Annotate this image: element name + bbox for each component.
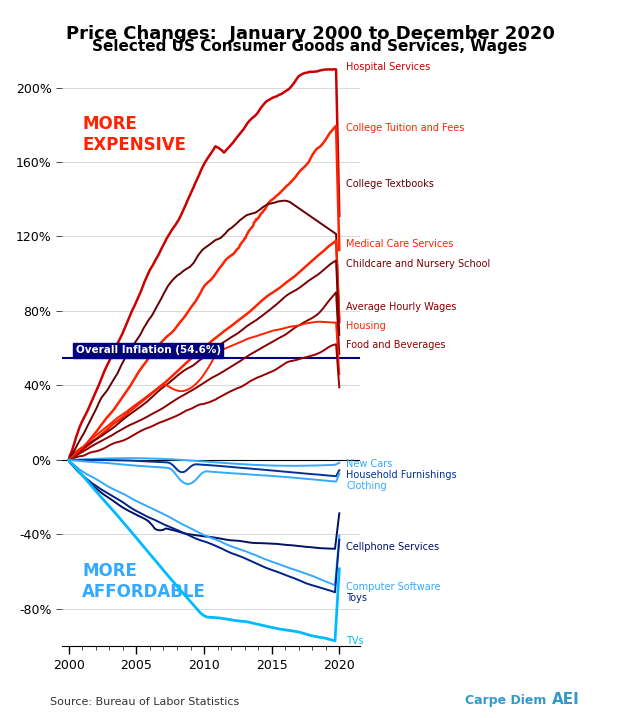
Text: Carpe Diem: Carpe Diem: [465, 694, 546, 707]
Text: Price Changes:  January 2000 to December 2020: Price Changes: January 2000 to December …: [66, 25, 554, 43]
Text: Clothing: Clothing: [346, 481, 387, 491]
Text: AEI: AEI: [552, 692, 580, 707]
Text: Childcare and Nursery School: Childcare and Nursery School: [346, 259, 490, 269]
Text: College Tuition and Fees: College Tuition and Fees: [346, 123, 464, 134]
Text: Medical Care Services: Medical Care Services: [346, 239, 453, 249]
Text: Overall Inflation (54.6%): Overall Inflation (54.6%): [76, 345, 221, 355]
Text: MORE
AFFORDABLE: MORE AFFORDABLE: [82, 562, 206, 601]
Text: Source: Bureau of Labor Statistics: Source: Bureau of Labor Statistics: [50, 697, 239, 707]
Text: Computer Software: Computer Software: [346, 582, 441, 592]
Text: TVs: TVs: [346, 635, 364, 645]
Text: MORE
EXPENSIVE: MORE EXPENSIVE: [82, 116, 186, 154]
Text: Cellphone Services: Cellphone Services: [346, 543, 439, 552]
Text: Toys: Toys: [346, 593, 367, 603]
Text: New Cars: New Cars: [346, 459, 392, 469]
Text: College Textbooks: College Textbooks: [346, 180, 434, 190]
Text: Household Furnishings: Household Furnishings: [346, 470, 457, 480]
Text: Hospital Services: Hospital Services: [346, 62, 430, 72]
Text: Average Hourly Wages: Average Hourly Wages: [346, 302, 456, 312]
Text: Housing: Housing: [346, 321, 386, 331]
Text: Selected US Consumer Goods and Services, Wages: Selected US Consumer Goods and Services,…: [92, 39, 528, 55]
Text: Food and Beverages: Food and Beverages: [346, 340, 446, 350]
